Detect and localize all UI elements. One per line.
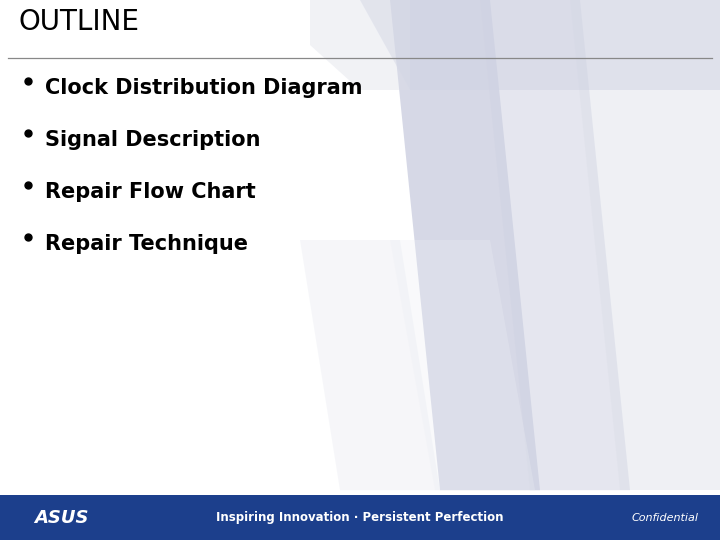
Text: Repair Flow Chart: Repair Flow Chart	[45, 182, 256, 202]
Text: Inspiring Innovation · Persistent Perfection: Inspiring Innovation · Persistent Perfec…	[216, 511, 504, 524]
Text: Repair Technique: Repair Technique	[45, 234, 248, 254]
Polygon shape	[360, 0, 720, 90]
Text: OUTLINE: OUTLINE	[18, 8, 139, 36]
Text: Signal Description: Signal Description	[45, 130, 261, 150]
Text: ASUS: ASUS	[34, 509, 89, 526]
Polygon shape	[480, 0, 630, 490]
Text: Clock Distribution Diagram: Clock Distribution Diagram	[45, 78, 362, 98]
Polygon shape	[390, 240, 535, 490]
Polygon shape	[300, 240, 440, 490]
Polygon shape	[310, 0, 410, 90]
Polygon shape	[570, 0, 720, 490]
Text: Confidential: Confidential	[631, 512, 698, 523]
Polygon shape	[390, 0, 540, 490]
Bar	[0, 495, 720, 540]
